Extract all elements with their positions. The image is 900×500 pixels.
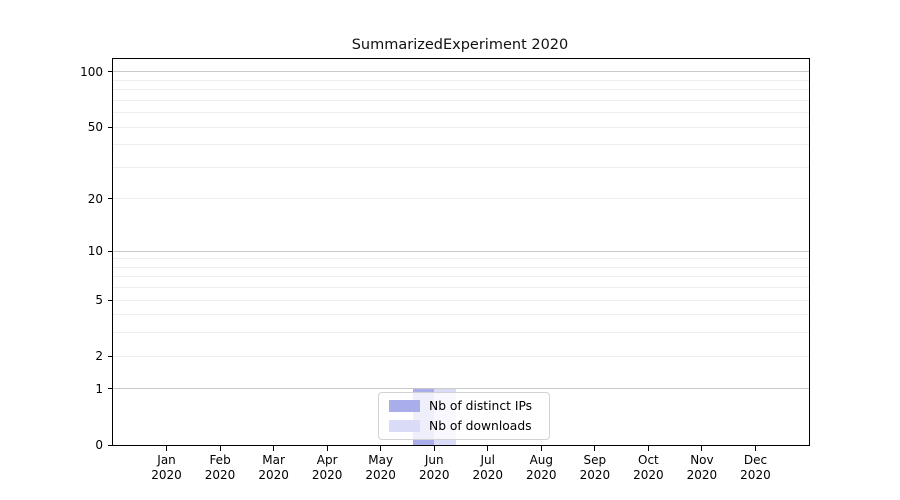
plot-area: 0 1 2 5 10 20 50 100 Jan 2020 Feb 2020 Mar 2020 Apr 202… xyxy=(80,58,810,482)
gridline-minor-7 xyxy=(113,276,809,278)
x-axis-tick-label-8: Sep 2020 xyxy=(579,453,611,482)
gridline-major-10 xyxy=(113,250,809,252)
gridline-minor-2 xyxy=(113,355,809,357)
y-axis-tick-label-2: 2 xyxy=(95,349,103,364)
gridline-minor-90 xyxy=(113,79,809,81)
gridline-minor-50 xyxy=(113,126,809,128)
x-axis-tick-label-4: May 2020 xyxy=(365,453,396,482)
x-tick-mark-1 xyxy=(219,446,221,451)
gridline-minor-70 xyxy=(113,99,809,101)
x-tick-mark-5 xyxy=(433,446,435,451)
y-tick-mark-1 xyxy=(108,388,113,390)
legend-row-downloads: Nb of downloads xyxy=(389,418,543,434)
x-tick-mark-2 xyxy=(273,446,275,451)
gridline-minor-8 xyxy=(113,266,809,268)
legend-row-distinct-ips: Nb of distinct IPs xyxy=(389,398,543,414)
gridline-minor-40 xyxy=(113,144,809,146)
x-tick-mark-7 xyxy=(540,446,542,451)
x-tick-mark-8 xyxy=(594,446,596,451)
gridline-minor-5 xyxy=(113,299,809,301)
y-tick-mark-20 xyxy=(108,198,113,200)
y-axis-tick-label-5: 5 xyxy=(95,293,103,308)
y-tick-mark-100 xyxy=(108,71,113,73)
x-tick-mark-3 xyxy=(326,446,328,451)
x-tick-mark-4 xyxy=(380,446,382,451)
y-axis-tick-label-50: 50 xyxy=(87,120,103,135)
legend-label-distinct-ips: Nb of distinct IPs xyxy=(429,399,533,413)
gridline-minor-6 xyxy=(113,287,809,289)
legend: Nb of distinct IPs Nb of downloads xyxy=(378,392,550,440)
y-axis-tick-label-1: 1 xyxy=(95,381,103,396)
x-axis-tick-label-9: Oct 2020 xyxy=(633,453,664,482)
x-tick-mark-10 xyxy=(701,446,703,451)
x-axis-tick-label-2: Mar 2020 xyxy=(258,453,289,482)
legend-swatch-distinct-ips xyxy=(389,400,420,412)
gridline-major-1 xyxy=(113,388,809,390)
x-axis-tick-label-3: Apr 2020 xyxy=(311,453,343,482)
gridline-minor-60 xyxy=(113,112,809,114)
y-axis-tick-label-20: 20 xyxy=(87,191,103,206)
y-axis-tick-label-10: 10 xyxy=(87,244,103,259)
y-tick-mark-0 xyxy=(108,444,113,446)
legend-swatch-downloads xyxy=(389,420,420,432)
x-axis-tick-label-11: Dec 2020 xyxy=(740,453,771,482)
gridline-minor-20 xyxy=(113,198,809,200)
x-axis-tick-label-5: Jun 2020 xyxy=(418,453,450,482)
y-tick-mark-2 xyxy=(108,355,113,357)
y-tick-mark-5 xyxy=(108,299,113,301)
x-axis-tick-label-10: Nov 2020 xyxy=(686,453,718,482)
gridline-minor-3 xyxy=(113,332,809,334)
x-tick-mark-9 xyxy=(647,446,649,451)
gridline-major-100 xyxy=(113,71,809,73)
x-axis-tick-label-1: Feb 2020 xyxy=(204,453,236,482)
x-axis-tick-label-0: Jan 2020 xyxy=(151,453,182,482)
x-tick-mark-6 xyxy=(487,446,489,451)
x-tick-mark-0 xyxy=(166,446,168,451)
x-axis-tick-label-7: Aug 2020 xyxy=(526,453,557,482)
y-axis-tick-label-100: 100 xyxy=(80,64,103,79)
gridline-minor-9 xyxy=(113,258,809,260)
chart-title: SummarizedExperiment 2020 xyxy=(351,37,569,53)
legend-label-downloads: Nb of downloads xyxy=(429,419,532,433)
y-axis-tick-label-0: 0 xyxy=(95,438,103,452)
gridline-minor-30 xyxy=(113,166,809,168)
y-tick-mark-10 xyxy=(108,250,113,252)
x-axis-tick-label-6: Jul 2020 xyxy=(472,453,504,482)
y-tick-mark-50 xyxy=(108,126,113,128)
gridline-minor-80 xyxy=(113,89,809,91)
x-tick-mark-11 xyxy=(754,446,756,451)
gridline-minor-4 xyxy=(113,314,809,316)
